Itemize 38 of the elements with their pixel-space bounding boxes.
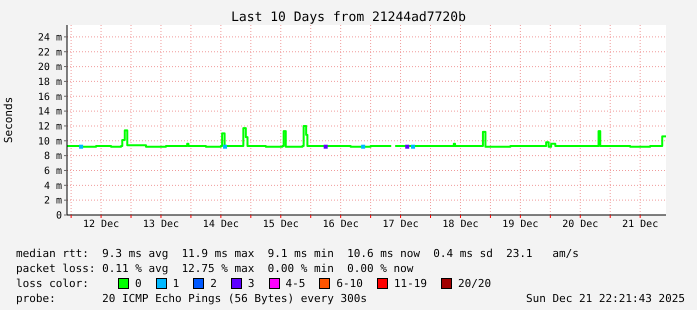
x-tick-label: 17 Dec xyxy=(382,219,419,230)
x-tick-label: 12 Dec xyxy=(83,219,120,230)
x-tick-label: 18 Dec xyxy=(442,219,479,230)
x-tick-label: 16 Dec xyxy=(322,219,359,230)
legend-label: 4-5 xyxy=(284,277,306,290)
text: packet loss: 0.11 % avg 12.75 % max 0.00 % min 0.00 % now xyxy=(16,262,414,275)
legend-label: 11-19 xyxy=(392,277,427,290)
y-tick-label: 18 m xyxy=(38,76,62,88)
legend-label: 2 xyxy=(209,277,217,290)
y-tick-label: 14 m xyxy=(38,106,62,118)
y-tick-label: 0 xyxy=(56,210,62,222)
y-tick-label: 2 m xyxy=(44,196,62,207)
x-tick-label: 15 Dec xyxy=(262,219,299,230)
chart-title: Last 10 Days from 21244ad7720b xyxy=(230,10,467,25)
x-tick-label: 20 Dec xyxy=(562,219,598,230)
text: median rtt: 9.3 ms avg 11.9 ms max 9.1 ms min 10.6 ms now 0.4 ms sd 23.1 am/s xyxy=(16,247,579,260)
y-axis-title: Seconds xyxy=(2,96,15,144)
x-tick-label: 21 Dec xyxy=(622,219,658,230)
legend-label: 0 xyxy=(134,277,142,290)
y-tick-label: 20 m xyxy=(38,62,62,74)
x-tick-label: 19 Dec xyxy=(502,219,538,230)
legend-label: 1 xyxy=(172,277,180,290)
x-tick-label: 13 Dec xyxy=(142,219,180,230)
y-tick-label: 16 m xyxy=(38,92,62,103)
text: Sun Dec 21 22:21:43 2025 xyxy=(526,292,685,305)
y-tick-label: 8 m xyxy=(44,151,62,162)
y-tick-label: 12 m xyxy=(38,121,62,132)
legend-label: 6-10 xyxy=(335,277,363,290)
y-tick-label: 6 m xyxy=(44,166,62,178)
legend-title: loss color: xyxy=(16,277,90,290)
legend-label: 3 xyxy=(246,277,254,290)
y-tick-label: 22 m xyxy=(38,47,62,58)
legend-label: 20/20 xyxy=(457,277,492,290)
y-tick-label: 24 m xyxy=(38,32,62,44)
text: probe: 20 ICMP Echo Pings (56 Bytes) every 300s xyxy=(16,292,367,305)
x-tick-label: 14 Dec xyxy=(202,219,239,230)
y-tick-label: 4 m xyxy=(44,180,62,192)
y-tick-label: 10 m xyxy=(38,136,62,148)
